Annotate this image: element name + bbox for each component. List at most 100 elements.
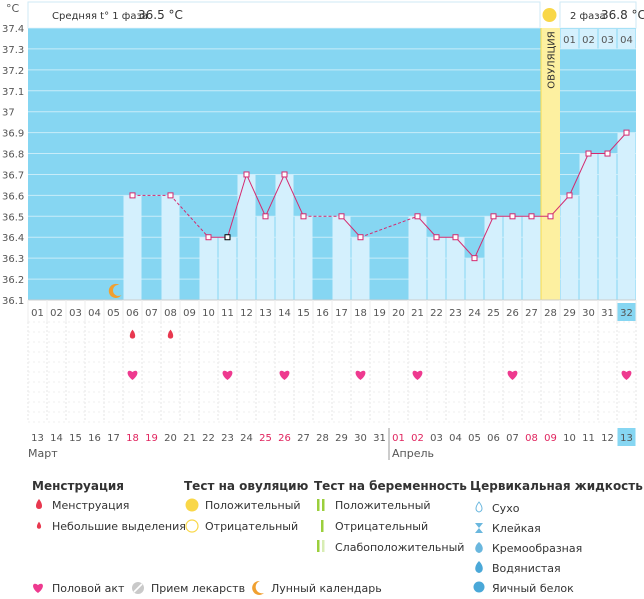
temp-line-segment	[360, 215, 418, 238]
temp-line-segment	[227, 174, 247, 238]
legend-creamy-icon	[475, 542, 483, 553]
calendar-date: 01	[392, 433, 405, 444]
temp-point[interactable]	[205, 234, 212, 241]
cycle-day-label: 25	[487, 308, 500, 319]
moon-icon	[108, 283, 122, 298]
cycle-day-label: 22	[430, 308, 443, 319]
intercourse-heart-icon[interactable]	[621, 370, 632, 380]
calendar-date: 14	[50, 433, 63, 444]
cycle-day-label: 02	[50, 308, 63, 319]
legend-test-pos-icon	[317, 499, 320, 511]
moon-shape	[108, 283, 122, 298]
cycle-day-label: 23	[449, 308, 462, 319]
temp-point[interactable]	[281, 171, 288, 178]
ovulation-sun-icon	[542, 8, 557, 22]
temp-point[interactable]	[585, 150, 592, 157]
temp-bar	[408, 216, 427, 300]
temp-point[interactable]	[129, 192, 136, 199]
cycle-day-label: 05	[107, 308, 120, 319]
temp-point[interactable]	[167, 192, 174, 199]
legend-item-cervical: Сухо	[492, 502, 520, 515]
temp-point[interactable]	[224, 234, 231, 241]
calendar-date: 21	[183, 433, 196, 444]
cycle-day-label: 24	[468, 308, 481, 319]
calendar-date: 28	[316, 433, 329, 444]
y-tick-label: 36.9	[2, 129, 24, 140]
calendar-date: 17	[107, 433, 120, 444]
cycle-day-label: 32	[620, 308, 633, 319]
phase1-label: Средняя t° 1 фаза	[52, 11, 148, 22]
y-tick-label: 36.7	[2, 170, 24, 181]
phase2-day-cell	[598, 29, 617, 49]
calendar-date: 25	[259, 433, 272, 444]
temp-point[interactable]	[300, 213, 307, 220]
intercourse-heart-icon[interactable]	[279, 370, 290, 380]
temp-point[interactable]	[528, 213, 535, 220]
temp-point[interactable]	[433, 234, 440, 241]
legend-item-ovulation: Отрицательный	[205, 520, 298, 533]
y-tick-label: 36.1	[2, 296, 24, 307]
temp-point[interactable]	[452, 234, 459, 241]
cycle-day-label: 07	[145, 308, 158, 319]
ovulation-column	[541, 28, 560, 300]
temp-point[interactable]	[357, 234, 364, 241]
phase1-avg: 36.5 °C	[138, 8, 183, 22]
temp-point[interactable]	[490, 213, 497, 220]
legend-dry-icon	[475, 501, 483, 513]
legend-drop-icon	[36, 499, 42, 509]
cycle-day-label: 29	[563, 308, 576, 319]
temp-point[interactable]	[547, 213, 554, 220]
y-tick-label: 37.2	[2, 66, 24, 77]
cycle-day-label: 18	[354, 308, 367, 319]
cycle-day-label: 19	[373, 308, 386, 319]
temp-point[interactable]	[338, 213, 345, 220]
temp-point[interactable]	[604, 150, 611, 157]
legend-item-menstruation: Менструация	[52, 499, 129, 512]
legend-item-lunar: Лунный календарь	[271, 582, 382, 595]
cycle-day-label: 16	[316, 308, 329, 319]
temp-line-segment	[550, 195, 570, 217]
calendar-date: 15	[69, 433, 82, 444]
calendar-date: 18	[126, 433, 139, 444]
intercourse-heart-icon[interactable]	[127, 370, 138, 380]
temp-bar	[294, 216, 313, 300]
phase2-day-label: 02	[582, 35, 595, 46]
y-axis-unit: °C	[6, 2, 20, 15]
intercourse-heart-icon[interactable]	[412, 370, 423, 380]
phase2-header	[559, 1, 637, 29]
intercourse-heart-icon[interactable]	[222, 370, 233, 380]
temp-bar	[218, 237, 237, 300]
temp-point[interactable]	[262, 213, 269, 220]
calendar-date: 19	[145, 433, 158, 444]
calendar-date: 06	[487, 433, 500, 444]
calendar-date: 23	[221, 433, 234, 444]
intercourse-heart-icon[interactable]	[507, 370, 518, 380]
phase2-avg: 36.8 °C	[601, 8, 644, 22]
temp-point[interactable]	[243, 171, 250, 178]
temp-bar	[161, 195, 180, 300]
temp-bar	[237, 174, 256, 300]
calendar-date: 24	[240, 433, 253, 444]
cycle-day-label: 13	[259, 308, 272, 319]
ovulation-label: ОВУЛЯЦИЯ	[547, 31, 558, 89]
temp-point[interactable]	[509, 213, 516, 220]
legend: Менструация Менструация Небольшие выделени…	[32, 479, 643, 595]
legend-small-drop-icon	[36, 521, 42, 529]
legend-heart-icon[interactable]	[33, 583, 43, 593]
intercourse-heart-icon[interactable]	[355, 370, 366, 380]
temp-point[interactable]	[566, 192, 573, 199]
y-tick-label: 36.3	[2, 254, 24, 265]
temp-point[interactable]	[623, 129, 630, 136]
calendar-date: 26	[278, 433, 291, 444]
y-tick-label: 36.6	[2, 191, 24, 202]
temp-bar	[617, 132, 636, 300]
temp-line-segment	[170, 195, 209, 238]
temp-point[interactable]	[414, 213, 421, 220]
cycle-day-label: 14	[278, 308, 291, 319]
cycle-day-label: 26	[506, 308, 519, 319]
temp-line-segment	[569, 153, 589, 196]
temp-line-segment	[474, 216, 494, 259]
cycle-day-label: 06	[126, 308, 139, 319]
temp-point[interactable]	[471, 255, 478, 262]
